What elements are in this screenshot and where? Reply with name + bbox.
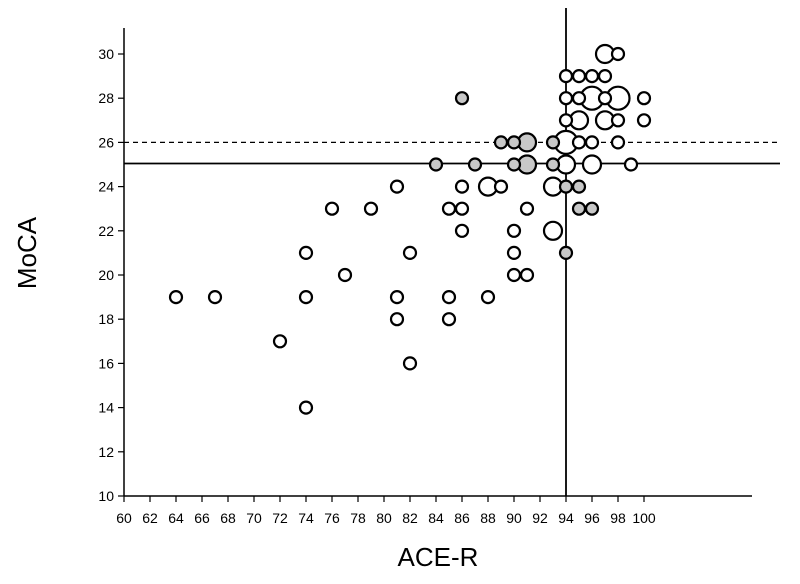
reference-lines bbox=[124, 8, 780, 496]
data-point-filled bbox=[545, 135, 561, 150]
data-point bbox=[389, 290, 405, 305]
y-tick-label: 26 bbox=[98, 134, 114, 150]
data-point-filled bbox=[558, 245, 574, 260]
data-point bbox=[610, 135, 626, 150]
x-tick-label: 76 bbox=[324, 510, 340, 526]
data-point bbox=[298, 290, 314, 305]
data-point bbox=[610, 113, 626, 128]
x-tick-label: 70 bbox=[246, 510, 262, 526]
data-point bbox=[454, 201, 470, 216]
x-tick-label: 92 bbox=[532, 510, 548, 526]
data-point bbox=[597, 91, 613, 106]
x-tick-label: 66 bbox=[194, 510, 210, 526]
data-point-filled bbox=[454, 91, 470, 106]
y-tick-label: 18 bbox=[98, 311, 114, 327]
x-tick-label: 78 bbox=[350, 510, 366, 526]
data-point bbox=[454, 179, 470, 194]
data-point-filled bbox=[506, 157, 522, 172]
y-tick-label: 28 bbox=[98, 90, 114, 106]
data-point bbox=[272, 334, 288, 349]
y-tick-label: 20 bbox=[98, 267, 114, 283]
tick-labels: 10 12 14 16 18 20 22 24 26 28 30 60 62 64 66 68 70 72 74 76… bbox=[98, 46, 655, 526]
x-tick-label: 84 bbox=[428, 510, 444, 526]
x-tick-label: 90 bbox=[506, 510, 522, 526]
data-point bbox=[581, 154, 603, 175]
x-tick-label: 82 bbox=[402, 510, 418, 526]
x-tick-label: 74 bbox=[298, 510, 314, 526]
x-axis-title: ACE-R bbox=[398, 542, 479, 572]
x-tick-label: 60 bbox=[116, 510, 132, 526]
data-point bbox=[636, 91, 652, 106]
data-point bbox=[506, 245, 522, 260]
data-point-filled bbox=[571, 179, 587, 194]
data-point bbox=[402, 245, 418, 260]
data-point bbox=[623, 157, 639, 172]
data-point bbox=[584, 68, 600, 84]
x-tick-label: 94 bbox=[558, 510, 574, 526]
data-point bbox=[324, 201, 340, 216]
data-point bbox=[519, 267, 535, 283]
data-point bbox=[207, 290, 223, 305]
x-tick-label: 88 bbox=[480, 510, 496, 526]
data-point-filled bbox=[467, 157, 483, 172]
data-point bbox=[571, 135, 587, 150]
y-tick-label: 24 bbox=[98, 179, 114, 195]
data-point bbox=[584, 135, 600, 150]
data-point bbox=[363, 201, 379, 216]
data-point bbox=[441, 312, 457, 327]
data-point bbox=[571, 91, 587, 106]
data-point bbox=[389, 179, 405, 194]
data-point-filled bbox=[545, 157, 561, 172]
data-point bbox=[558, 113, 574, 128]
data-point bbox=[298, 400, 314, 415]
x-tick-label: 64 bbox=[168, 510, 184, 526]
data-point bbox=[558, 91, 574, 106]
data-point bbox=[441, 290, 457, 305]
y-tick-label: 16 bbox=[98, 355, 114, 371]
y-tick-label: 30 bbox=[98, 46, 114, 62]
data-point bbox=[519, 201, 535, 216]
data-point-filled bbox=[558, 179, 574, 194]
data-point bbox=[506, 267, 522, 283]
data-point bbox=[571, 68, 587, 84]
y-tick-label: 14 bbox=[98, 400, 114, 416]
data-point bbox=[298, 245, 314, 260]
data-point bbox=[636, 113, 652, 128]
x-tick-label: 68 bbox=[220, 510, 236, 526]
data-point bbox=[480, 290, 496, 305]
data-point bbox=[610, 46, 626, 62]
x-tick-label: 98 bbox=[610, 510, 626, 526]
x-tick-label: 100 bbox=[632, 510, 656, 526]
data-point bbox=[337, 267, 353, 283]
data-point bbox=[597, 68, 613, 84]
data-point bbox=[454, 223, 470, 238]
x-tick-label: 80 bbox=[376, 510, 392, 526]
data-point bbox=[402, 356, 418, 371]
y-tick-label: 12 bbox=[98, 444, 114, 460]
x-tick-label: 62 bbox=[142, 510, 158, 526]
data-point bbox=[168, 290, 184, 305]
data-point bbox=[506, 223, 522, 238]
x-tick-label: 86 bbox=[454, 510, 470, 526]
data-point-filled bbox=[493, 135, 509, 150]
data-points bbox=[168, 43, 652, 415]
data-point bbox=[542, 220, 564, 241]
data-point-filled bbox=[428, 157, 444, 172]
data-point-filled bbox=[584, 201, 600, 216]
data-point bbox=[493, 179, 509, 194]
data-point bbox=[558, 68, 574, 84]
data-point-filled bbox=[506, 135, 522, 150]
axes-layer bbox=[118, 28, 752, 502]
y-tick-label: 10 bbox=[98, 488, 114, 504]
x-tick-label: 96 bbox=[584, 510, 600, 526]
data-point-filled bbox=[571, 201, 587, 216]
data-point bbox=[389, 312, 405, 327]
x-tick-label: 72 bbox=[272, 510, 288, 526]
y-tick-label: 22 bbox=[98, 223, 114, 239]
data-point bbox=[441, 201, 457, 216]
y-axis-title: MoCA bbox=[12, 216, 42, 289]
